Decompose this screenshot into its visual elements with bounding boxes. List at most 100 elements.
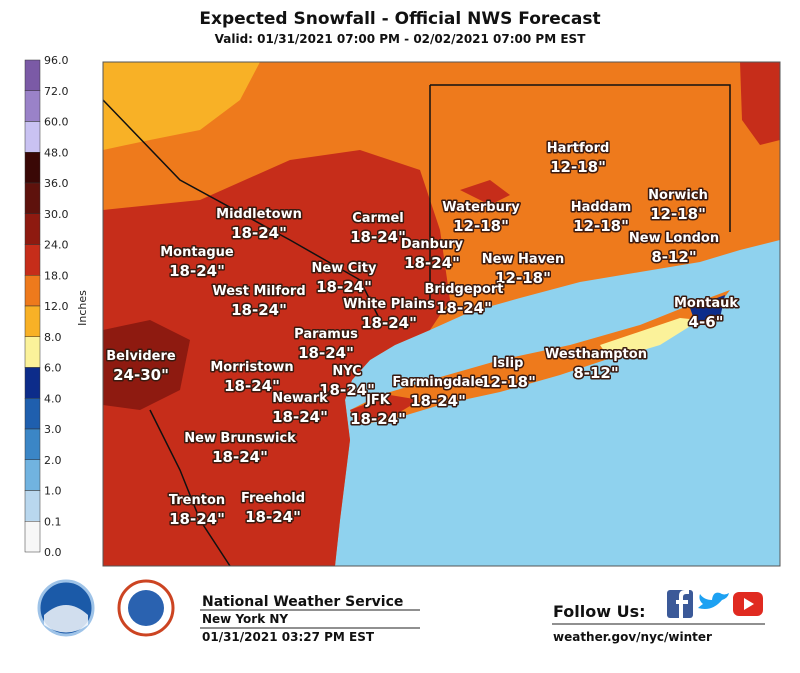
city-amount: 18-24" [410,392,466,410]
nws-logo-inner [128,590,164,626]
long-island-east [600,318,700,360]
city-amount: 18-24" [319,381,375,399]
legend-label: 4.0 [44,392,62,405]
city-name: Islip [493,356,524,371]
map-frame [102,61,781,567]
city-amount: 12-18" [573,217,629,235]
city-amount: 12-18" [650,205,706,223]
legend-swatch [24,521,41,553]
city-amount: 18-24" [169,510,225,528]
legend-label: 6.0 [44,362,62,375]
city-name: Danbury [401,237,464,252]
url: weather.gov/nyc/winter [553,630,712,644]
legend-label: 0.1 [44,515,62,528]
land-darkred [103,320,190,410]
city-amount: 18-24" [212,448,268,466]
legend-swatch [24,182,41,214]
montauk-area [690,295,725,322]
city-name: Morristown [210,360,293,375]
state-borders-west [102,99,381,567]
legend-label: 0.0 [44,546,62,559]
city-name: New London [629,231,719,246]
legend-label: 48.0 [44,146,69,159]
land-red-ct [460,180,510,205]
city-amount: 12-18" [550,158,606,176]
city-amount: 18-24" [245,508,301,526]
city-amount: 12-18" [480,373,536,391]
city-amount: 12-18" [495,269,551,287]
legend-title: Inches [76,290,89,326]
issued: 01/31/2021 03:27 PM EST [202,630,375,644]
city-name: New Haven [482,252,564,267]
footer: National Weather Service New York NY 01/… [37,579,765,644]
city-amount: 18-24" [316,278,372,296]
twitter-icon[interactable] [698,592,729,609]
city-name: Bridgeport [424,282,503,297]
legend-label: 18.0 [44,269,69,282]
city-name: NYC [332,364,361,379]
facebook-glyph [676,590,689,618]
city-name: Trenton [169,493,225,508]
city-labels: Middletown 18-24" Carmel 18-24" Hartford 12-1… [105,140,740,530]
legend: 96.0 72.0 60.0 48.0 36.0 30.0 24.0 18.0 12.0 8.0 6… [24,54,69,559]
nyc-area [350,395,420,425]
legend-swatch [24,490,41,522]
city-amount: 8-12" [651,248,696,266]
city-amount: 18-24" [404,254,460,272]
city-name: Newark [272,391,328,406]
city-name: Carmel [352,211,404,226]
youtube-glyph [744,598,754,610]
land-yellow [103,62,260,150]
legend-swatch [24,152,41,184]
city-amount: 4-6" [689,313,724,331]
city-name: Haddam [571,200,632,215]
city-amount: 24-30" [113,366,169,384]
office: New York NY [202,612,288,626]
legend-label: 30.0 [44,208,69,221]
city-amount: 18-24" [298,344,354,362]
city-name: Middletown [216,207,302,222]
city-amount: 8-12" [573,364,618,382]
legend-swatch [24,121,41,153]
title: Expected Snowfall - Official NWS Forecas… [199,9,600,29]
legend-swatch [24,213,41,245]
noaa-logo-wave [44,605,88,633]
legend-swatch [24,398,41,430]
legend-label: 72.0 [44,85,69,98]
city-amount: 18-24" [224,377,280,395]
subtitle: Valid: 01/31/2021 07:00 PM - 02/02/2021 … [215,32,587,46]
city-name: West Milford [212,284,305,299]
city-name: JFK [365,393,391,408]
city-name: Freehold [241,491,305,506]
legend-label: 36.0 [44,177,69,190]
city-name: New Brunswick [184,431,296,446]
legend-label: 8.0 [44,331,62,344]
city-amount: 18-24" [169,262,225,280]
land-red-east [740,62,780,145]
city-amount: 18-24" [436,299,492,317]
city-name: Waterbury [442,200,520,215]
city-amount: 18-24" [350,228,406,246]
legend-swatch [24,244,41,276]
legend-label: 12.0 [44,300,69,313]
legend-swatch [24,90,41,122]
city-name: Westhampton [545,347,647,362]
agency: National Weather Service [202,594,403,610]
legend-swatch [24,336,41,368]
city-name: Montague [160,245,234,260]
city-amount: 18-24" [350,410,406,428]
legend-label: 60.0 [44,116,69,129]
city-amount: 18-24" [231,301,287,319]
city-name: Montauk [674,296,738,311]
long-island [350,290,730,425]
city-name: Farmingdale [392,375,483,390]
legend-label: 96.0 [44,54,69,67]
city-name: Hartford [547,141,610,156]
land-red [103,150,450,566]
legend-label: 3.0 [44,423,62,436]
city-amount: 18-24" [272,408,328,426]
legend-swatch [24,459,41,491]
city-amount: 12-18" [453,217,509,235]
legend-label: 1.0 [44,485,62,498]
